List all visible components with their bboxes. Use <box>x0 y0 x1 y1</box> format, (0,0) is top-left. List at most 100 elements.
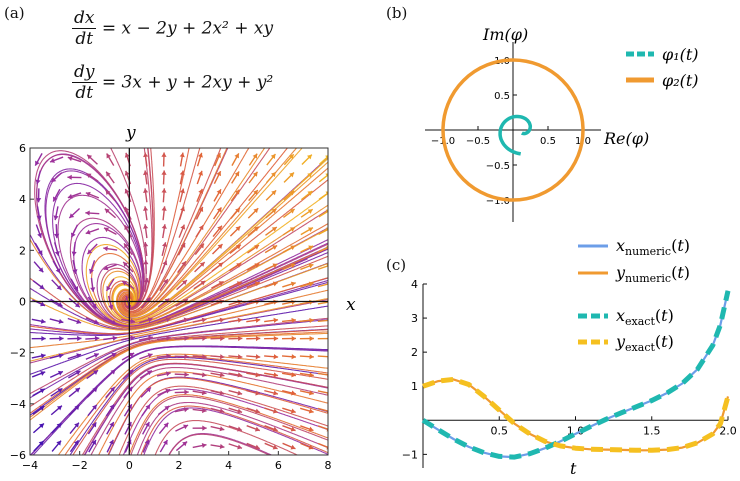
x-tick-label: 2 <box>176 459 183 472</box>
vector-arrow <box>161 224 167 239</box>
vector-arrow <box>299 390 314 396</box>
vector-arrow <box>69 439 80 453</box>
vector-arrow <box>104 369 116 380</box>
vector-arrow <box>282 263 296 271</box>
vector-arrow <box>283 171 295 183</box>
vector-arrow <box>318 442 328 450</box>
vector-arrow <box>52 188 61 202</box>
vector-arrow <box>299 281 314 288</box>
stream-line <box>255 167 328 231</box>
equation-dx: dx dt = x − 2y + 2x² + xy <box>72 8 273 49</box>
legend-c-label: yexact(t) <box>615 332 674 354</box>
complex-ylabel: Im(φ) <box>482 25 528 44</box>
vector-arrow <box>210 407 225 414</box>
vector-arrow <box>246 425 261 432</box>
vector-arrow <box>174 389 189 395</box>
vector-arrow <box>71 242 77 257</box>
stream-line <box>185 148 222 231</box>
stream-line <box>143 436 153 455</box>
vector-arrow <box>143 277 149 292</box>
vector-arrow <box>67 353 82 360</box>
vector-arrow <box>214 152 221 167</box>
stream-line <box>151 388 328 431</box>
vector-arrow <box>177 242 186 256</box>
b-x-tick-label: 0.5 <box>540 136 556 147</box>
vector-arrow <box>229 244 242 254</box>
vector-arrow <box>265 189 277 201</box>
legend-c-label: ynumeric(t) <box>615 263 690 285</box>
equation-dy: dy dt = 3x + y + 2xy + y² <box>72 62 273 103</box>
stream-line <box>116 345 328 369</box>
vector-arrow <box>319 155 328 165</box>
vector-arrow <box>317 354 328 360</box>
stream-line <box>110 148 118 162</box>
vector-arrow <box>283 153 295 166</box>
vector-arrow <box>212 207 222 220</box>
vector-arrow <box>192 372 207 378</box>
vector-arrow <box>36 206 42 221</box>
stream-line <box>221 367 328 388</box>
vector-arrow <box>142 421 150 435</box>
stream-axes <box>30 148 328 455</box>
vector-arrow <box>140 386 152 398</box>
vector-arrow <box>196 152 203 167</box>
vector-arrow <box>31 353 46 359</box>
vector-arrow <box>34 242 43 256</box>
vector-arrow <box>161 188 167 203</box>
vector-arrow <box>159 439 169 453</box>
vector-arrow <box>50 298 63 307</box>
vector-arrow <box>103 263 118 271</box>
vector-arrow <box>192 425 207 431</box>
vector-arrow <box>265 208 277 219</box>
vector-arrow <box>194 243 205 256</box>
vector-arrow <box>265 226 278 236</box>
c-x-tick-label: 1.5 <box>643 424 661 437</box>
vector-arrow <box>72 259 78 274</box>
vector-arrow <box>143 152 149 167</box>
vector-arrow <box>123 386 133 399</box>
stream-line <box>47 305 328 369</box>
stream-line <box>221 255 328 300</box>
stream-line <box>290 247 328 265</box>
vector-arrow <box>228 425 243 432</box>
vector-arrow <box>85 228 100 235</box>
vector-arrow <box>192 354 207 360</box>
vector-arrow <box>105 189 116 202</box>
vector-arrow <box>70 278 79 292</box>
vector-arrow <box>318 227 328 236</box>
vector-arrow <box>123 242 133 256</box>
vector-arrow <box>68 370 81 379</box>
vector-arrow <box>87 421 97 435</box>
b-y-tick-label: −0.5 <box>486 161 510 172</box>
vector-arrow <box>282 442 296 450</box>
vector-arrow <box>228 281 243 289</box>
series-phi1-spiral <box>498 114 533 156</box>
stream-line <box>47 281 328 336</box>
stream-line <box>186 209 328 300</box>
eq1-denominator: dt <box>75 29 94 49</box>
vector-arrow <box>192 407 207 414</box>
vector-arrow <box>157 388 171 396</box>
vector-arrow <box>86 243 98 255</box>
vector-arrow <box>196 188 204 203</box>
vector-arrow <box>266 153 276 166</box>
series-y-numeric <box>422 378 730 452</box>
stream-line <box>30 328 83 335</box>
vector-arrow <box>246 389 261 396</box>
b-y-tick-label: 0.5 <box>494 91 510 102</box>
vector-arrow <box>281 354 297 360</box>
vector-arrow <box>299 354 314 360</box>
vector-arrow <box>264 335 279 342</box>
vector-arrow <box>178 224 186 238</box>
vector-arrow <box>192 442 207 449</box>
vector-arrow <box>299 335 314 342</box>
vector-arrow <box>85 210 100 216</box>
stream-line <box>290 289 328 300</box>
stream-line <box>186 433 273 455</box>
vector-arrow <box>246 354 261 360</box>
vector-arrow <box>103 246 118 252</box>
vector-arrow <box>52 260 61 274</box>
vector-arrow <box>179 152 185 167</box>
vector-arrow <box>87 404 98 417</box>
